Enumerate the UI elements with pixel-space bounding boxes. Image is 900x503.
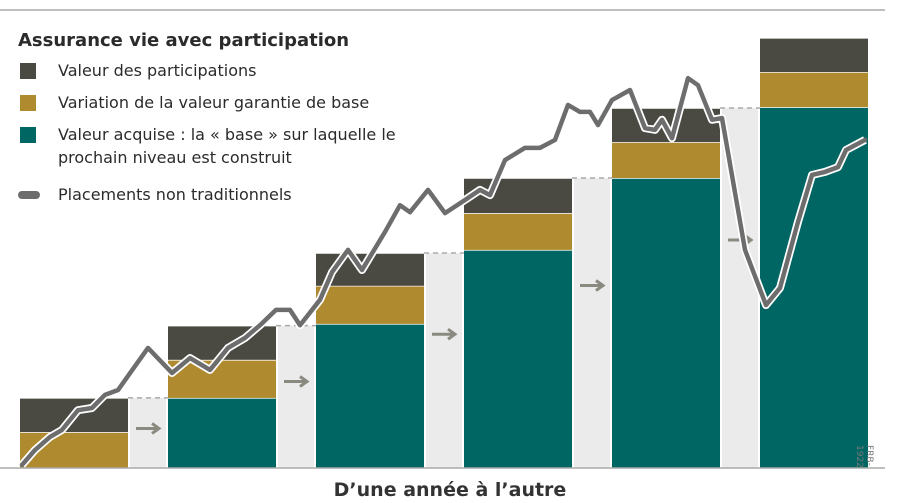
source-note: FRB-1922: [854, 445, 874, 468]
arrow: [136, 422, 162, 435]
bar-segment: [612, 142, 720, 179]
legend-swatch: [20, 95, 36, 111]
bar-segment: [316, 323, 424, 468]
x-axis-label: D’une année à l’autre: [333, 479, 567, 501]
bar-segment: [760, 72, 868, 108]
chart-title: Assurance vie avec participation: [18, 30, 350, 51]
bar-segment: [464, 249, 572, 468]
legend-item: Variation de la valeur garantie de base: [18, 91, 418, 114]
bar-segment: [316, 285, 424, 324]
legend: Assurance vie avec participation Valeur …: [18, 30, 418, 215]
bar-segment: [464, 213, 572, 250]
arrow: [580, 279, 606, 292]
legend-item: Valeur des participations: [18, 59, 418, 82]
bar-segment: [612, 178, 720, 468]
legend-item: Valeur acquise : la « base » sur laquell…: [18, 123, 408, 169]
legend-swatch: [20, 63, 36, 79]
arrow: [432, 327, 458, 341]
legend-label: Valeur des participations: [58, 61, 257, 80]
legend-swatch: [18, 191, 40, 199]
legend-label: Placements non traditionnels: [58, 185, 292, 204]
bar-segment: [168, 397, 276, 468]
bar-segment: [760, 37, 868, 73]
legend-label: Valeur acquise : la « base » sur laquell…: [58, 125, 396, 167]
line: [19, 75, 868, 468]
gap-band: [278, 325, 314, 468]
legend-swatch: [20, 127, 36, 143]
legend-item: Placements non traditionnels: [18, 183, 418, 206]
gap-band: [426, 252, 462, 468]
legend-label: Variation de la valeur garantie de base: [58, 93, 370, 112]
gap-band: [574, 178, 610, 468]
arrow: [284, 375, 310, 388]
bar-segment: [464, 178, 572, 214]
gap-band: [130, 397, 166, 468]
